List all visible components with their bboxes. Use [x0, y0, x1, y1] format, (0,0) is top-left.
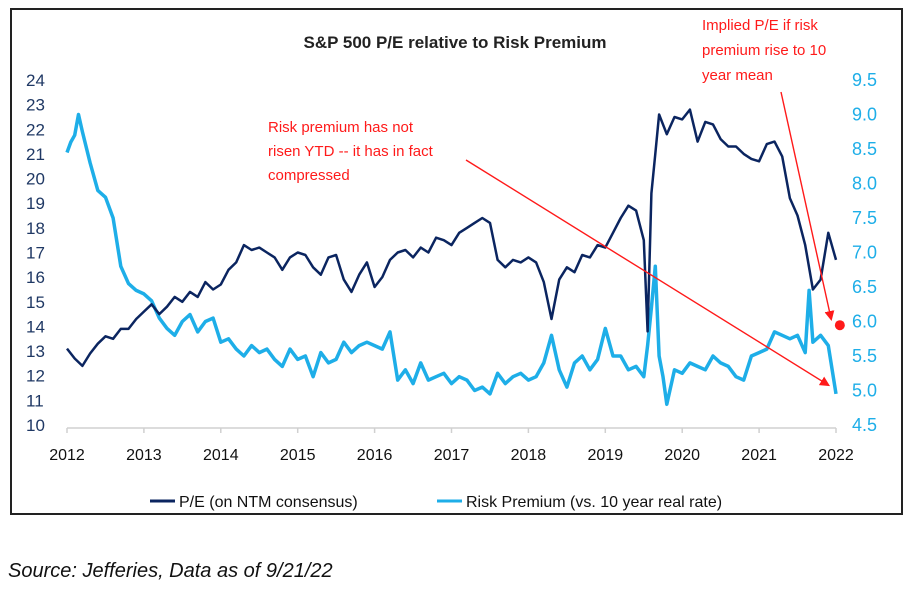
- right-tick-label: 7.5: [852, 208, 877, 228]
- left-tick-label: 15: [26, 293, 45, 312]
- x-tick-label: 2012: [49, 447, 85, 464]
- legend-label-risk-premium: Risk Premium (vs. 10 year real rate): [466, 494, 722, 511]
- x-tick-label: 2014: [203, 447, 239, 464]
- x-tick-label: 2019: [588, 447, 624, 464]
- annotation-risk-premium-text: risen YTD -- it has in fact: [268, 143, 434, 160]
- left-tick-label: 22: [26, 120, 45, 139]
- right-tick-label: 4.5: [852, 415, 877, 435]
- x-tick-label: 2013: [126, 447, 162, 464]
- annotation-risk-premium-text: compressed: [268, 167, 350, 184]
- left-tick-label: 17: [26, 244, 45, 263]
- annotation-arrow-risk-premium: [465, 159, 831, 387]
- left-axis: 24 23 22 21 20 19 18 17 16 15 14 13 12 11 10: [26, 71, 45, 435]
- series-line-pe: [66, 108, 838, 368]
- legend-label-pe: P/E (on NTM consensus): [179, 494, 358, 511]
- x-tick-label: 2017: [434, 447, 470, 464]
- chart-title: S&P 500 P/E relative to Risk Premium: [304, 33, 607, 52]
- x-axis: 2012 2013 2014 2015 2016 2017 2018 2019 2020 2021…: [49, 427, 854, 464]
- x-tick-label: 2021: [741, 447, 777, 464]
- chart-frame: [10, 8, 903, 515]
- right-axis: 9.5 9.0 8.5 8.0 7.5 7.0 6.5 6.0 5.5 5.0 4.5: [852, 70, 877, 435]
- right-tick-label: 9.0: [852, 105, 877, 125]
- right-tick-label: 5.5: [852, 346, 877, 366]
- annotation-implied-pe-text: Implied P/E if risk: [702, 17, 818, 34]
- left-tick-label: 20: [26, 170, 45, 189]
- x-tick-label: 2015: [280, 447, 316, 464]
- right-tick-label: 7.0: [852, 243, 877, 263]
- implied-pe-marker: [834, 320, 845, 331]
- annotation-implied-pe-text: premium rise to 10: [702, 42, 826, 59]
- left-tick-label: 10: [26, 416, 45, 435]
- left-tick-label: 23: [26, 96, 45, 115]
- left-tick-label: 16: [26, 268, 45, 287]
- left-tick-label: 24: [26, 71, 45, 90]
- left-tick-label: 12: [26, 367, 45, 386]
- left-tick-label: 18: [26, 219, 45, 238]
- series-layer: [65, 108, 838, 407]
- left-tick-label: 19: [26, 194, 45, 213]
- x-tick-label: 2018: [511, 447, 547, 464]
- right-tick-label: 5.0: [852, 381, 877, 401]
- left-tick-label: 21: [26, 145, 45, 164]
- right-tick-label: 8.0: [852, 174, 877, 194]
- right-tick-label: 8.5: [852, 139, 877, 159]
- source-note: Source: Jefferies, Data as of 9/21/22: [8, 560, 333, 582]
- x-tick-label: 2020: [664, 447, 700, 464]
- annotations: Risk premium has not risen YTD -- it has …: [268, 17, 845, 387]
- annotation-implied-pe-text: year mean: [702, 67, 773, 84]
- right-tick-label: 6.0: [852, 312, 877, 332]
- annotation-risk-premium-text: Risk premium has not: [268, 119, 414, 136]
- legend: P/E (on NTM consensus) Risk Premium (vs.…: [150, 494, 722, 511]
- left-tick-label: 13: [26, 342, 45, 361]
- x-tick-label: 2016: [357, 447, 393, 464]
- left-tick-label: 14: [26, 317, 45, 336]
- series-line-risk-premium: [65, 112, 838, 407]
- annotation-arrow-implied-pe: [780, 91, 835, 321]
- right-tick-label: 9.5: [852, 70, 877, 90]
- left-tick-label: 11: [26, 391, 44, 410]
- right-tick-label: 6.5: [852, 277, 877, 297]
- x-tick-label: 2022: [818, 447, 854, 464]
